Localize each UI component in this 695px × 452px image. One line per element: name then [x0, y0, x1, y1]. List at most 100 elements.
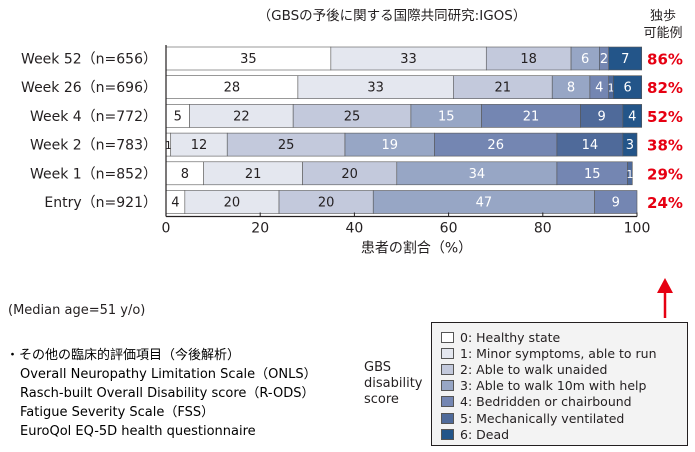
legend-item: 2: Able to walk unaided: [441, 361, 687, 377]
segment-label: 9: [612, 196, 620, 211]
notes-item: Fatigue Severity Scale（FSS）: [20, 405, 215, 420]
red-arrow-head: [657, 278, 673, 293]
segment-label: 4: [628, 109, 636, 124]
category-label: Week 2（n=783）: [30, 138, 157, 154]
segment-label: 20: [341, 167, 358, 182]
segment-label: 18: [520, 52, 537, 67]
x-tick-label: 100: [624, 221, 651, 237]
notes-item: EuroQol EQ-5D health questionnaire: [20, 424, 256, 439]
bar-segment: [622, 132, 638, 157]
segment-label: 12: [191, 138, 208, 153]
segment-label: 7: [621, 52, 629, 67]
x-tick-label: 40: [345, 221, 363, 237]
segment-label: 20: [318, 196, 335, 211]
legend-swatch: [441, 412, 454, 424]
category-label: Week 4（n=772）: [30, 109, 157, 125]
category-label: Week 52（n=656）: [21, 52, 157, 68]
walking-rate-value: 86%: [647, 51, 683, 69]
segment-label: 47: [476, 196, 493, 211]
legend-label: 6: Dead: [460, 426, 510, 442]
segment-label: 35: [240, 52, 257, 67]
segment-label: 33: [367, 81, 384, 96]
legend-item: 0: Healthy state: [441, 329, 687, 345]
legend-item: 6: Dead: [441, 426, 687, 442]
walking-rate-value: 29%: [647, 165, 683, 183]
segment-label: 9: [598, 109, 606, 124]
segment-label: 6: [623, 81, 631, 96]
notes-heading: ・その他の臨床的評価項目（今後解析）: [6, 348, 241, 363]
legend-swatch: [441, 396, 454, 408]
chart-title: （GBSの予後に関する国際共同研究:IGOS）: [258, 8, 527, 24]
x-tick-label: 20: [251, 221, 269, 237]
x-tick-label: 60: [440, 221, 458, 237]
x-axis-label: 患者の割合（%）: [361, 240, 472, 257]
legend-label: 0: Healthy state: [460, 329, 561, 345]
segment-label: 33: [400, 52, 417, 67]
bar-segment: [608, 46, 643, 71]
side-header-line: 可能例: [643, 26, 682, 41]
segment-label: 15: [584, 167, 601, 182]
walking-rate-value: 24%: [647, 194, 683, 212]
segment-label: 25: [278, 138, 295, 153]
side-header-line: 独歩: [650, 9, 676, 24]
legend-item: 4: Bedridden or chairbound: [441, 394, 687, 410]
bar-segment: [594, 190, 638, 214]
legend-label: 3: Able to walk 10m with help: [460, 378, 647, 394]
category-label: Week 1（n=852）: [30, 166, 157, 182]
legend-title-line: disability: [364, 376, 423, 391]
segment-label: 21: [523, 109, 540, 124]
bar-segment: [627, 161, 633, 186]
walking-rate-value: 82%: [647, 79, 683, 97]
legend-item: 3: Able to walk 10m with help: [441, 378, 687, 394]
legend-label: 1: Minor symptoms, able to run: [460, 345, 657, 361]
segment-label: 19: [381, 138, 398, 153]
legend-title-line: GBS: [364, 360, 392, 375]
segment-label: 21: [494, 81, 511, 96]
segment-label: 1: [608, 82, 615, 95]
segment-label: 4: [595, 81, 603, 96]
notes-item: Rasch-built Overall Disability score（R-O…: [20, 386, 315, 401]
category-label: Entry（n=921）: [44, 195, 157, 211]
segment-label: 2: [600, 52, 608, 67]
legend-swatch: [441, 331, 454, 343]
segment-label: 34: [469, 167, 486, 182]
legend-swatch: [441, 380, 454, 392]
segment-label: 14: [582, 138, 599, 153]
legend-title: GBS disability score: [364, 360, 422, 408]
bar-segment: [613, 75, 643, 99]
segment-label: 1: [626, 168, 633, 181]
other-endpoints-notes: ・その他の臨床的評価項目（今後解析） Overall Neuropathy Li…: [6, 346, 317, 441]
walking-rate-value: 38%: [647, 137, 683, 155]
bar-segment: [622, 104, 643, 128]
legend-swatch: [441, 363, 454, 375]
x-tick-label: 80: [534, 221, 552, 237]
x-tick-label: 0: [162, 221, 171, 237]
segment-label: 26: [487, 138, 504, 153]
legend-item: 5: Mechanically ventilated: [441, 410, 687, 426]
legend-swatch: [441, 428, 454, 440]
median-age-note: (Median age=51 y/o): [8, 303, 146, 318]
segment-label: 1: [165, 139, 172, 152]
segment-label: 21: [245, 167, 262, 182]
segment-label: 15: [438, 109, 455, 124]
notes-item: Overall Neuropathy Limitation Scale（ONLS…: [20, 367, 317, 382]
segment-label: 3: [626, 138, 634, 153]
legend: 0: Healthy state 1: Minor symptoms, able …: [431, 322, 688, 446]
segment-label: 8: [181, 167, 189, 182]
legend-title-line: score: [364, 392, 399, 407]
segment-label: 25: [344, 109, 361, 124]
legend-swatch: [441, 347, 454, 359]
segment-label: 28: [224, 81, 241, 96]
segment-label: 6: [581, 52, 589, 67]
legend-item: 1: Minor symptoms, able to run: [441, 345, 687, 361]
legend-label: 2: Able to walk unaided: [460, 361, 608, 377]
legend-label: 4: Bedridden or chairbound: [460, 394, 632, 410]
segment-label: 20: [224, 196, 241, 211]
legend-label: 5: Mechanically ventilated: [460, 410, 625, 426]
segment-label: 5: [174, 109, 182, 124]
segment-label: 4: [171, 196, 179, 211]
segment-label: 22: [233, 109, 250, 124]
walking-rate-value: 52%: [647, 108, 683, 126]
